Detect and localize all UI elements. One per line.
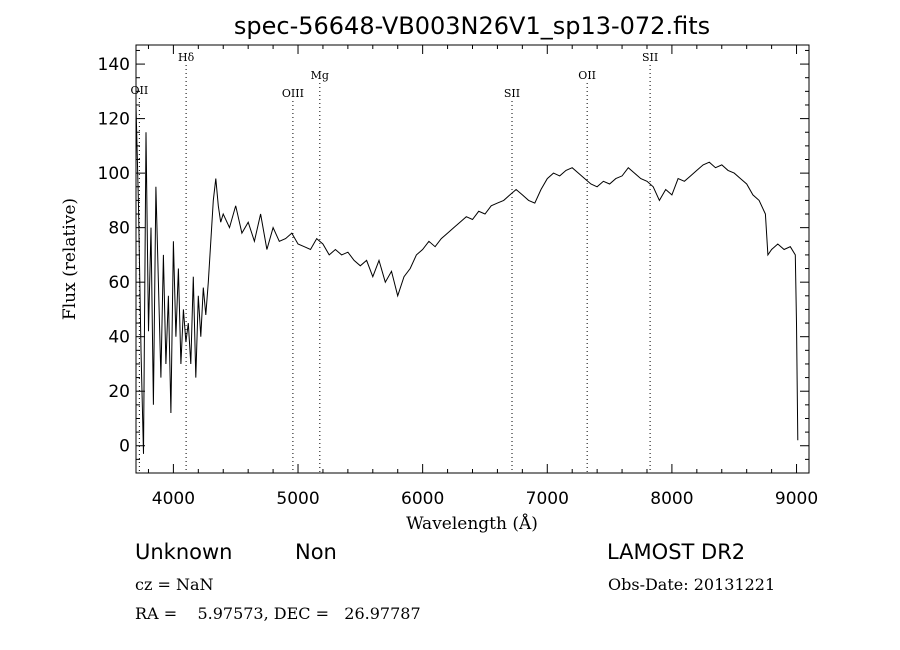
x-tick-label: 6000 bbox=[401, 489, 444, 509]
x-tick-label: 5000 bbox=[276, 489, 319, 509]
x-tick-label: 7000 bbox=[526, 489, 569, 509]
emission-line-label: OIII bbox=[282, 87, 304, 100]
object-subclass: Non bbox=[295, 540, 337, 564]
y-tick-label: 80 bbox=[108, 219, 130, 239]
spectrum-series-line bbox=[135, 104, 799, 454]
emission-line-label: Hδ bbox=[178, 51, 195, 64]
emission-line-label: SII bbox=[642, 51, 658, 64]
emission-line-label: OII bbox=[131, 84, 149, 97]
y-axis-label: Flux (relative) bbox=[60, 198, 80, 320]
x-tick-label: 9000 bbox=[775, 489, 818, 509]
redshift-readout: cz = NaN bbox=[135, 575, 214, 594]
emission-line-label: OII bbox=[578, 69, 596, 82]
x-axis-ticks: 4000 5000 6000 7000 8000 9000 bbox=[147, 45, 818, 509]
y-tick-label: 40 bbox=[108, 328, 130, 348]
chart-title: spec-56648-VB003N26V1_sp13-072.fits bbox=[234, 12, 710, 40]
y-tick-label: 120 bbox=[98, 110, 130, 130]
emission-line-markers: OII Hδ OIII Mg SII OII SII bbox=[131, 51, 658, 473]
y-tick-label: 60 bbox=[108, 273, 130, 293]
y-tick-label: 140 bbox=[98, 55, 130, 75]
x-tick-label: 8000 bbox=[650, 489, 693, 509]
coordinates: RA = 5.97573, DEC = 26.97787 bbox=[135, 604, 421, 623]
x-tick-label: 4000 bbox=[152, 489, 195, 509]
obs-date: Obs-Date: 20131221 bbox=[608, 575, 776, 594]
emission-line-label: Mg bbox=[311, 69, 329, 82]
y-axis-ticks: 0 20 40 60 80 100 120 140 bbox=[98, 49, 809, 460]
y-tick-label: 0 bbox=[119, 437, 130, 457]
plot-frame bbox=[135, 44, 810, 474]
survey-name: LAMOST DR2 bbox=[607, 540, 746, 564]
object-class: Unknown bbox=[135, 540, 233, 564]
x-axis-label: Wavelength (Å) bbox=[406, 513, 538, 534]
y-tick-label: 100 bbox=[98, 164, 130, 184]
emission-line-label: SII bbox=[504, 87, 520, 100]
y-tick-label: 20 bbox=[108, 382, 130, 402]
